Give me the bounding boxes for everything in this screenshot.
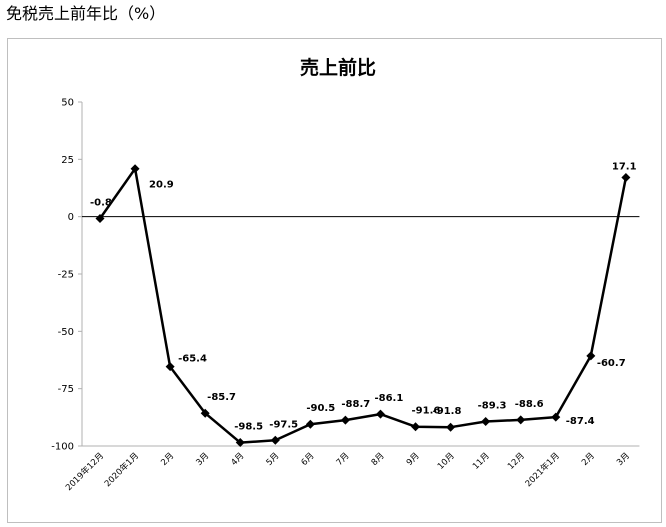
x-tick-label: 7月: [335, 451, 352, 468]
y-tick-label: 25: [61, 155, 74, 166]
data-point-marker: [235, 438, 245, 448]
x-tick-label: 10月: [436, 451, 457, 472]
x-tick-label: 6月: [300, 451, 317, 468]
x-tick-label: 2月: [580, 451, 597, 468]
data-label: -89.3: [478, 400, 507, 411]
x-tick-label: 11月: [471, 451, 492, 472]
data-point-marker: [375, 409, 385, 419]
data-point-marker: [446, 422, 456, 432]
x-tick-label: 8月: [370, 451, 387, 468]
data-point-marker: [551, 412, 561, 422]
data-point-marker: [586, 351, 596, 361]
data-point-marker: [270, 435, 280, 445]
data-label: -87.4: [566, 416, 595, 427]
data-label: -88.6: [515, 399, 544, 410]
data-label: -65.4: [178, 354, 207, 365]
data-point-marker: [411, 422, 421, 432]
x-tick-label: 5月: [265, 451, 282, 468]
data-point-marker: [305, 419, 315, 429]
y-tick-label: -100: [51, 442, 74, 453]
data-label: -90.5: [306, 403, 335, 414]
y-tick-label: 50: [61, 98, 74, 109]
data-label: -91.8: [433, 406, 462, 417]
data-label: -91.6: [412, 406, 441, 417]
data-label: -86.1: [374, 393, 403, 404]
x-tick-label: 4月: [229, 451, 246, 468]
data-point-marker: [481, 416, 491, 426]
data-point-marker: [165, 362, 175, 372]
data-label: 17.1: [612, 161, 637, 172]
data-point-marker: [340, 415, 350, 425]
data-label: -97.5: [269, 419, 298, 430]
data-point-marker: [95, 214, 105, 224]
data-point-marker: [200, 408, 210, 418]
data-label: -60.7: [597, 358, 626, 369]
chart-title: 売上前比: [300, 56, 376, 79]
data-label: -85.7: [207, 392, 236, 403]
data-label: -88.7: [341, 399, 370, 410]
x-tick-label: 3月: [194, 451, 211, 468]
chart-area: [7, 38, 662, 523]
y-tick-label: -25: [58, 270, 74, 281]
series-line: [98, 167, 628, 444]
data-point-marker: [621, 172, 631, 182]
y-tick-label: -75: [58, 384, 74, 395]
x-tick-label: 2021年1月: [523, 450, 562, 489]
data-label: 20.9: [149, 180, 174, 191]
x-tick-label: 2020年1月: [102, 450, 141, 489]
x-tick-label: 3月: [615, 451, 632, 468]
y-tick-label: 0: [68, 212, 74, 223]
data-point-marker: [130, 164, 140, 174]
data-label: -0.8: [90, 198, 112, 209]
data-label: -98.5: [234, 422, 263, 433]
x-tick-label: 2019年12月: [63, 450, 106, 493]
x-tick-label: 9月: [405, 451, 422, 468]
page-heading: 免税売上前年比（%）: [6, 4, 166, 23]
y-tick-label: -50: [58, 327, 74, 338]
data-point-marker: [516, 415, 526, 425]
x-tick-label: 2月: [159, 451, 176, 468]
x-tick-label: 12月: [506, 451, 527, 472]
